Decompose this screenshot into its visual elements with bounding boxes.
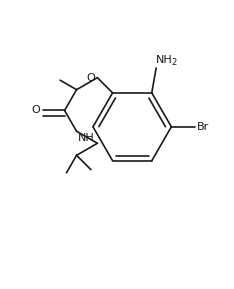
- Text: O: O: [32, 105, 40, 116]
- Text: 2: 2: [172, 58, 177, 67]
- Text: NH: NH: [156, 55, 173, 65]
- Text: Br: Br: [197, 122, 209, 132]
- Text: NH: NH: [78, 133, 95, 142]
- Text: O: O: [87, 73, 95, 83]
